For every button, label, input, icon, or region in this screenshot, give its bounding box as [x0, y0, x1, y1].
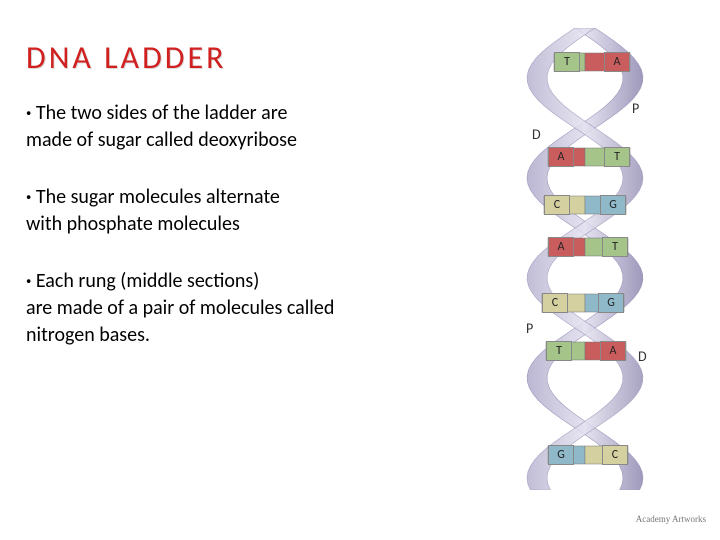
bullet-lead: The sugar molecules alternate: [26, 185, 280, 209]
base-label-G: G: [598, 293, 624, 313]
bullet-item: Each rung (middle sections) are made of …: [26, 268, 406, 349]
base-label-G: G: [600, 195, 626, 215]
base-label-C: C: [602, 445, 628, 465]
base-label-A: A: [600, 341, 626, 361]
base-label-T: T: [546, 341, 572, 361]
bullet-rest: are made of a pair of molecules called n…: [26, 296, 334, 347]
base-label-A: A: [548, 147, 574, 167]
base-label-A: A: [604, 52, 630, 72]
base-label-T: T: [602, 237, 628, 257]
base-label-G: G: [548, 445, 574, 465]
bullet-item: The two sides of the ladder are made of …: [26, 100, 406, 154]
bullet-lead: The two sides of the ladder are: [26, 101, 287, 125]
dna-helix-svg: [470, 28, 700, 490]
base-label-A: A: [548, 237, 574, 257]
base-label-T: T: [554, 52, 580, 72]
bullet-rest: with phosphate molecules: [26, 212, 240, 236]
backbone-label-P: P: [632, 100, 639, 117]
bullet-rest: made of sugar called deoxyribose: [26, 128, 297, 152]
base-label-T: T: [604, 147, 630, 167]
image-credit: Academy Artworks: [636, 514, 706, 524]
backbone-label-D: D: [532, 126, 541, 143]
base-label-C: C: [544, 195, 570, 215]
bullet-item: The sugar molecules alternate with phosp…: [26, 184, 406, 238]
backbone-label-D: D: [638, 348, 647, 365]
bullet-list: The two sides of the ladder are made of …: [26, 100, 406, 379]
backbone-label-P: P: [526, 320, 533, 337]
bullet-lead: Each rung (middle sections): [26, 269, 259, 293]
dna-diagram: T A A T C G A T C G T A G C D P P D: [470, 28, 700, 490]
page-title: DNA LADDER: [26, 38, 226, 77]
base-label-C: C: [542, 293, 568, 313]
